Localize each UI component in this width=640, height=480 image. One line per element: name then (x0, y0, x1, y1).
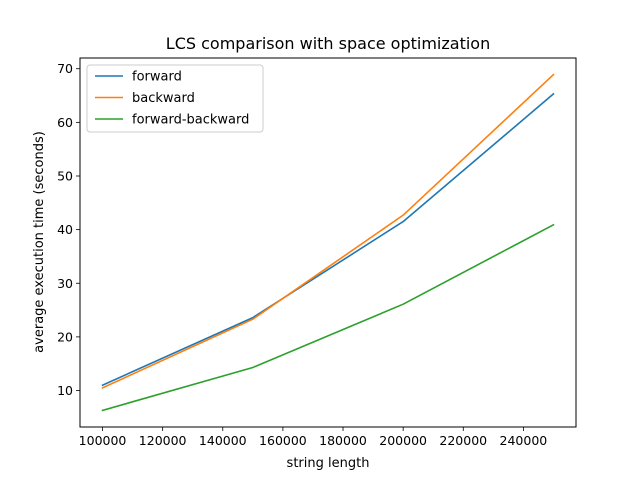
y-axis-label: average execution time (seconds) (32, 131, 47, 353)
y-tick-label: 20 (57, 329, 73, 344)
chart-title: LCS comparison with space optimization (166, 34, 490, 53)
x-axis-label: string length (287, 456, 370, 471)
legend-label-backward: backward (132, 91, 195, 106)
y-tick-label: 60 (57, 115, 73, 130)
y-tick-label: 30 (57, 276, 73, 291)
y-tick-label: 10 (57, 383, 73, 398)
x-tick-label: 100000 (79, 433, 127, 448)
x-tick-label: 200000 (379, 433, 427, 448)
x-tick-label: 220000 (439, 433, 487, 448)
legend-label-forward-backward: forward-backward (132, 113, 249, 128)
y-tick-label: 50 (57, 168, 73, 183)
y-tick-label: 40 (57, 222, 73, 237)
legend: forward backward forward-backward (87, 65, 263, 132)
y-tick-label: 70 (57, 61, 73, 76)
x-tick-label: 180000 (319, 433, 367, 448)
x-tick-label: 160000 (259, 433, 307, 448)
x-tick-label: 120000 (139, 433, 187, 448)
legend-label-forward: forward (132, 70, 182, 85)
x-tick-label: 240000 (500, 433, 548, 448)
x-tick-label: 140000 (199, 433, 247, 448)
